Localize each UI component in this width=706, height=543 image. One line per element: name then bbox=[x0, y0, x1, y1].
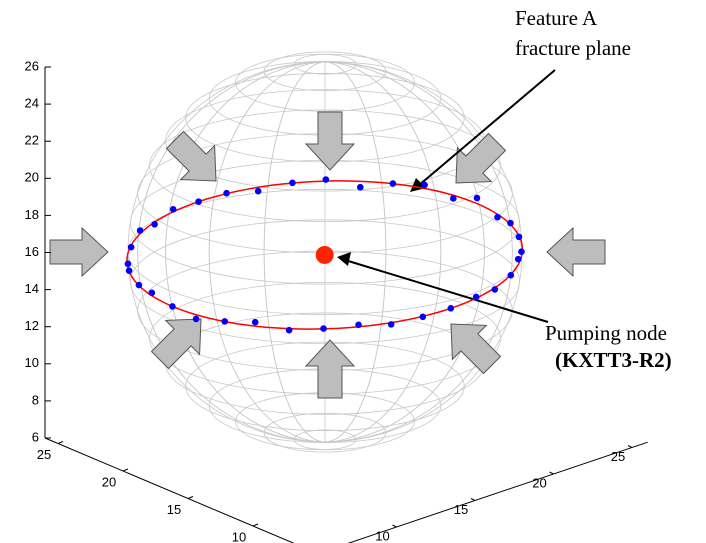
z-tick-label: 14 bbox=[25, 281, 39, 296]
data-point bbox=[136, 227, 144, 234]
block-arrow bbox=[304, 339, 356, 399]
data-point bbox=[251, 318, 259, 326]
pointer-head bbox=[337, 252, 351, 266]
x-axis bbox=[347, 441, 648, 543]
data-point bbox=[421, 181, 428, 189]
meridian bbox=[263, 61, 387, 443]
data-point bbox=[450, 195, 457, 202]
data-point bbox=[473, 194, 481, 202]
data-point bbox=[491, 286, 499, 293]
data-point bbox=[125, 267, 133, 275]
y-tick bbox=[187, 496, 194, 499]
y-tick-label: 15 bbox=[167, 502, 181, 517]
annotation: (KXTT3-R2) bbox=[555, 348, 672, 372]
annotation: fracture plane bbox=[515, 36, 631, 60]
data-point bbox=[447, 305, 455, 312]
x-tick bbox=[470, 498, 476, 501]
data-point bbox=[320, 325, 327, 332]
data-point bbox=[151, 220, 158, 228]
y-tick bbox=[122, 468, 129, 472]
data-point bbox=[254, 187, 262, 195]
block-arrow bbox=[304, 111, 356, 171]
x-tick-label: 20 bbox=[532, 475, 546, 490]
data-point bbox=[507, 271, 515, 279]
pointer-line bbox=[417, 69, 556, 187]
data-point bbox=[289, 179, 296, 187]
x-tick-label: 15 bbox=[454, 502, 468, 517]
y-tick-label: 25 bbox=[37, 447, 51, 462]
x-tick bbox=[392, 524, 397, 528]
pumping-node bbox=[315, 245, 334, 264]
annotation: Feature A bbox=[515, 6, 598, 30]
block-arrow bbox=[455, 132, 507, 184]
data-point bbox=[419, 313, 427, 321]
block-arrow bbox=[546, 226, 606, 278]
data-point bbox=[322, 176, 330, 183]
data-point bbox=[355, 321, 362, 329]
x-tick bbox=[627, 445, 633, 448]
pressure-arrows bbox=[49, 111, 606, 399]
data-point bbox=[148, 289, 156, 297]
data-point bbox=[169, 206, 177, 213]
data-point bbox=[221, 318, 229, 325]
data-point bbox=[389, 180, 397, 187]
y-tick bbox=[57, 441, 64, 444]
data-point bbox=[192, 315, 200, 323]
z-tick-label: 22 bbox=[25, 133, 39, 148]
data-point bbox=[195, 198, 202, 205]
data-point bbox=[169, 303, 176, 310]
z-tick-label: 26 bbox=[25, 58, 39, 73]
data-point bbox=[127, 243, 135, 251]
data-point bbox=[518, 248, 525, 256]
y-tick-label: 20 bbox=[102, 474, 116, 489]
data-point bbox=[124, 260, 132, 268]
data-point bbox=[135, 281, 143, 289]
data-point bbox=[507, 219, 514, 227]
y-axis bbox=[44, 437, 295, 543]
z-tick-label: 20 bbox=[25, 170, 39, 185]
data-point bbox=[285, 326, 293, 334]
data-point bbox=[514, 255, 522, 263]
annotation: Pumping node bbox=[545, 321, 667, 345]
z-tick-label: 18 bbox=[25, 207, 39, 222]
z-tick-label: 12 bbox=[25, 318, 39, 333]
x-tick-label: 10 bbox=[375, 528, 389, 543]
pointer-line bbox=[344, 259, 549, 323]
data-point bbox=[472, 293, 480, 301]
y-tick-label: 10 bbox=[232, 529, 246, 543]
y-tick bbox=[252, 523, 259, 527]
x-tick bbox=[549, 471, 554, 475]
data-point bbox=[356, 183, 364, 191]
z-tick-label: 10 bbox=[25, 355, 39, 370]
data-point bbox=[494, 213, 501, 221]
z-tick-label: 16 bbox=[25, 244, 39, 259]
x-tick-label: 25 bbox=[611, 449, 625, 464]
block-arrow bbox=[49, 226, 109, 278]
block-arrow bbox=[450, 323, 502, 375]
z-tick-label: 6 bbox=[32, 429, 39, 444]
data-point bbox=[223, 189, 230, 197]
z-tick-label: 8 bbox=[32, 392, 39, 407]
data-point bbox=[515, 233, 523, 241]
block-arrow bbox=[150, 318, 202, 370]
block-arrow bbox=[165, 130, 217, 182]
data-point bbox=[387, 321, 395, 328]
z-tick-label: 24 bbox=[25, 96, 39, 111]
